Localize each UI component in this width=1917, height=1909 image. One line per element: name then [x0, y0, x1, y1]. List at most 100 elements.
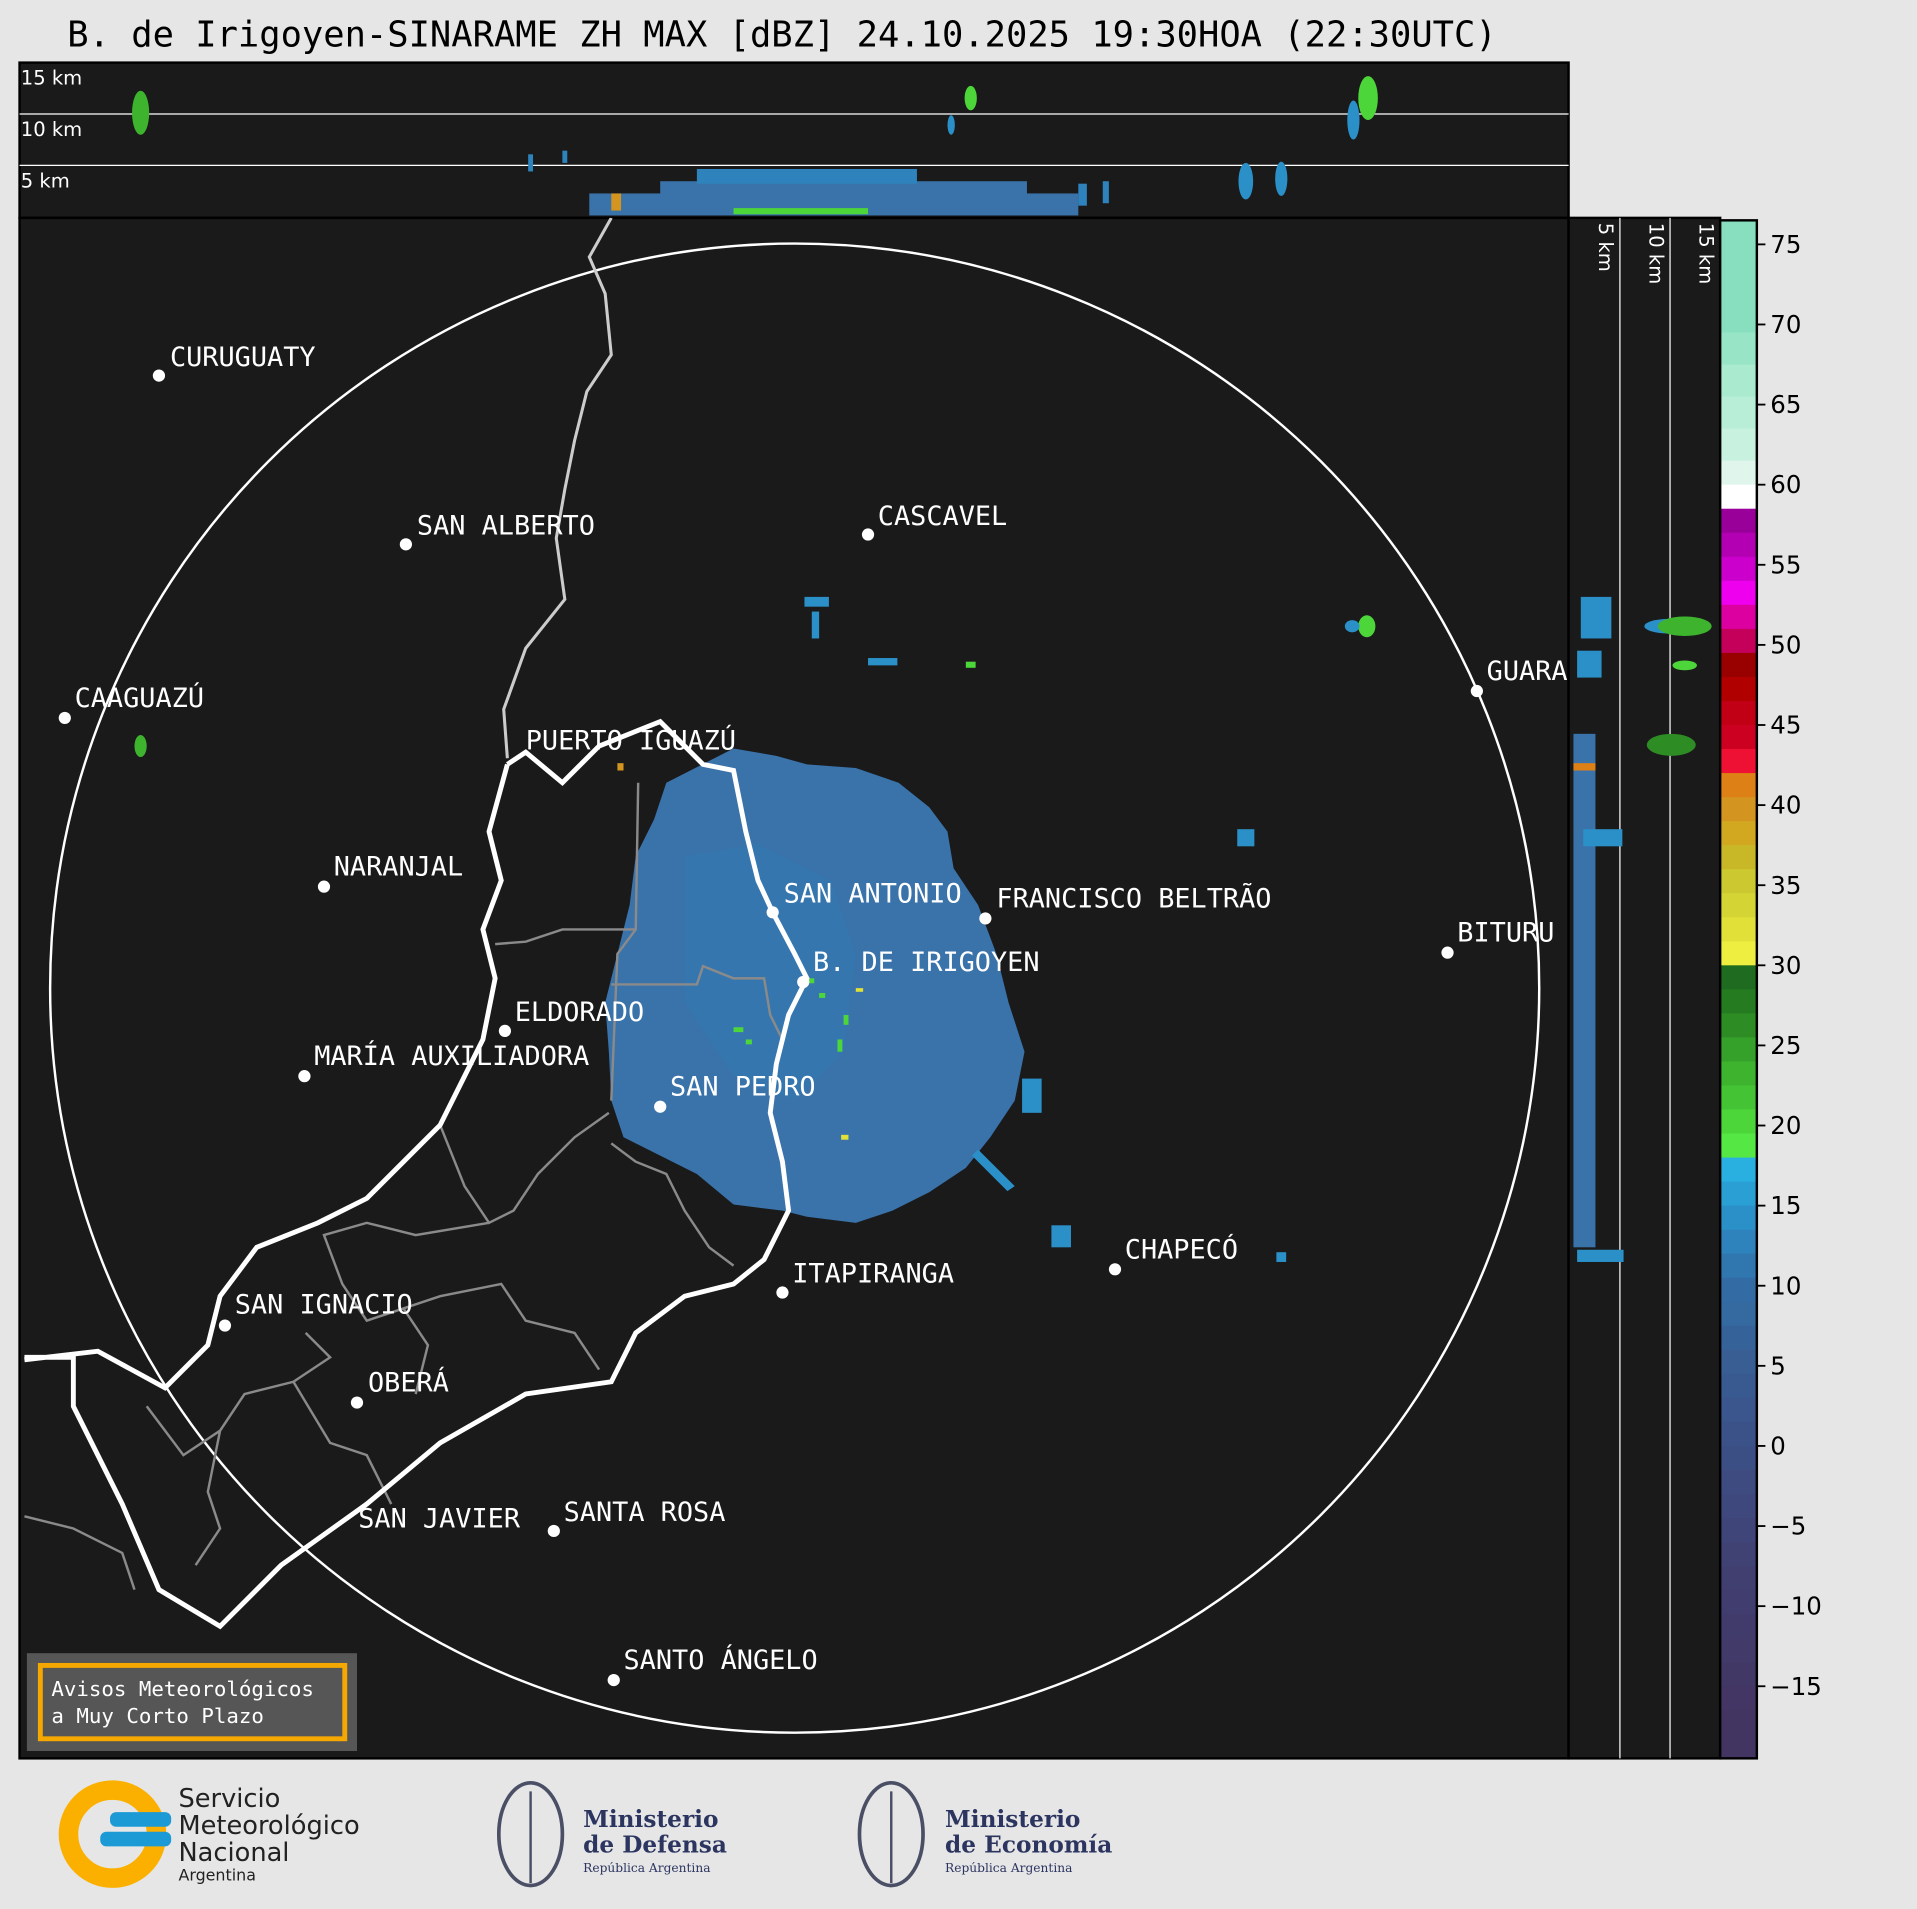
city-san-pedro: SAN PEDRO [654, 1072, 816, 1113]
colorbar-level-17 [1720, 749, 1757, 774]
colorbar-level-12 [1720, 628, 1757, 654]
warning-line-2: a Muy Corto Plazo [51, 1704, 264, 1728]
city-san-antonio: SAN ANTONIO [766, 879, 962, 919]
colorbar-level-53 [1720, 1614, 1757, 1639]
colorbar-blocks [1720, 220, 1757, 1759]
city-cascavel: CASCAVEL [861, 501, 1007, 541]
smn-line-2: Meteorológico [178, 1811, 359, 1841]
economia-line-2: de Economía [945, 1831, 1112, 1858]
colorbar-tick-label: 15 [1770, 1191, 1801, 1220]
colorbar-tick-label: −10 [1770, 1592, 1822, 1621]
colorbar-level-26 [1720, 965, 1757, 990]
city-san-javier: SAN JAVIER [358, 1503, 521, 1534]
colorbar-level-41 [1720, 1325, 1757, 1351]
side-panel-echoes [1573, 596, 1712, 1262]
city-labels: CURUGUATY SAN ALBERTO CASCAVEL CAAGUAZÚ … [58, 342, 1568, 1687]
svg-text:SANTA ROSA: SANTA ROSA [564, 1497, 726, 1528]
svg-text:SAN JAVIER: SAN JAVIER [358, 1503, 521, 1534]
colorbar-level-49 [1720, 1518, 1757, 1543]
svg-text:FRANCISCO BELTRÃO: FRANCISCO BELTRÃO [996, 882, 1271, 914]
colorbar-level-38 [1720, 1253, 1757, 1279]
top-height-panel: 15 km 10 km 5 km [18, 61, 1570, 220]
colorbar-level-18 [1720, 773, 1757, 798]
colorbar-level-19 [1720, 797, 1757, 822]
colorbar-level-55 [1720, 1662, 1757, 1687]
colorbar-level-7 [1720, 508, 1757, 534]
colorbar-level-46 [1720, 1445, 1757, 1471]
city-puerto-iguazu: PUERTO IGUAZÚ [526, 725, 736, 757]
colorbar-tick-label: 5 [1770, 1351, 1786, 1380]
colorbar-level-45 [1720, 1421, 1757, 1447]
colorbar-level-30 [1720, 1061, 1757, 1087]
colorbar: −15 −10 −5 0 5 10 15 20 25 30 35 40 45 50 55 60 65 70 75 [1718, 219, 1822, 1760]
coat-of-arms-emblem [496, 1780, 565, 1888]
svg-text:SANTO ÁNGELO: SANTO ÁNGELO [624, 1644, 818, 1676]
colorbar-level-44 [1720, 1397, 1757, 1423]
colorbar-level-14 [1720, 676, 1757, 702]
colorbar-level-22 [1720, 869, 1757, 894]
colorbar-level-2 [1720, 364, 1757, 398]
colorbar-tick-label: 25 [1770, 1031, 1801, 1060]
colorbar-tick-label: 45 [1770, 711, 1801, 740]
colorbar-tick-label: 30 [1770, 951, 1801, 980]
colorbar-level-23 [1720, 893, 1757, 918]
colorbar-level-39 [1720, 1277, 1757, 1303]
colorbar-tick-label: −15 [1770, 1672, 1822, 1701]
svg-text:CAAGUAZÚ: CAAGUAZÚ [75, 682, 204, 714]
figure-title: B. de Irigoyen-SINARAME ZH MAX [dBZ] 24.… [67, 15, 1496, 56]
country-border [24, 718, 810, 1630]
colorbar-tick-label: 10 [1770, 1271, 1801, 1300]
colorbar-tick-label: 55 [1770, 550, 1801, 579]
city-francisco-beltrao: FRANCISCO BELTRÃO [979, 882, 1271, 925]
city-san-ignacio: SAN IGNACIO [218, 1289, 413, 1332]
city-santa-rosa: SANTA ROSA [547, 1497, 726, 1538]
height-label-15km: 15 km [21, 67, 82, 90]
radar-map[interactable]: CURUGUATY SAN ALBERTO CASCAVEL CAAGUAZÚ … [18, 216, 1570, 1760]
side-height-label-5km: 5 km [1594, 223, 1617, 272]
city-chapeco: CHAPECÓ [1108, 1233, 1238, 1276]
economia-line-1: Ministerio [945, 1806, 1080, 1833]
colorbar-level-33 [1720, 1133, 1757, 1159]
colorbar-level-9 [1720, 556, 1757, 582]
colorbar-level-3 [1720, 396, 1757, 430]
colorbar-level-1 [1720, 332, 1757, 366]
side-height-label-15km: 15 km [1694, 223, 1717, 284]
range-ring [48, 242, 1541, 1734]
svg-text:BITURU: BITURU [1457, 918, 1554, 949]
colorbar-tick-label: 70 [1770, 310, 1801, 339]
colorbar-level-42 [1720, 1349, 1757, 1375]
colorbar-level-4 [1720, 428, 1757, 462]
colorbar-tick-label: 0 [1770, 1431, 1786, 1460]
colorbar-level-57 [1720, 1710, 1757, 1759]
ministerio-economia-logo: Ministerio de Economía República Argenti… [857, 1780, 1112, 1888]
svg-text:CURUGUATY: CURUGUATY [170, 342, 316, 373]
side-height-label-10km: 10 km [1644, 223, 1667, 284]
top-panel-echoes [132, 76, 1378, 216]
svg-text:ELDORADO: ELDORADO [515, 997, 644, 1028]
colorbar-tick-label: 50 [1770, 630, 1801, 659]
colorbar-level-6 [1720, 484, 1757, 510]
svg-text:CHAPECÓ: CHAPECÓ [1125, 1233, 1238, 1265]
height-label-5km: 5 km [21, 169, 70, 192]
city-obera: OBERÁ [350, 1367, 449, 1409]
colorbar-level-35 [1720, 1181, 1757, 1207]
colorbar-level-56 [1720, 1686, 1757, 1711]
svg-text:NARANJAL: NARANJAL [334, 852, 463, 883]
colorbar-level-16 [1720, 724, 1757, 750]
height-label-10km: 10 km [21, 118, 82, 141]
colorbar-level-25 [1720, 941, 1757, 966]
city-san-alberto: SAN ALBERTO [399, 511, 595, 551]
borders [24, 217, 810, 1630]
colorbar-tick-label: 35 [1770, 871, 1801, 900]
svg-text:SAN ALBERTO: SAN ALBERTO [417, 511, 595, 542]
city-eldorado: ELDORADO [498, 997, 644, 1038]
smn-logo: Servicio Meteorológico Nacional Argentin… [58, 1780, 360, 1888]
city-b-de-irigoyen: B. DE IRIGOYEN [797, 947, 1040, 989]
city-santo-angelo: SANTO ÁNGELO [607, 1644, 818, 1687]
warning-link-box[interactable]: Avisos Meteorológicos a Muy Corto Plazo [26, 1653, 357, 1752]
colorbar-level-34 [1720, 1157, 1757, 1183]
city-naranjal: NARANJAL [317, 852, 463, 893]
colorbar-level-28 [1720, 1013, 1757, 1039]
river-border [502, 217, 613, 759]
